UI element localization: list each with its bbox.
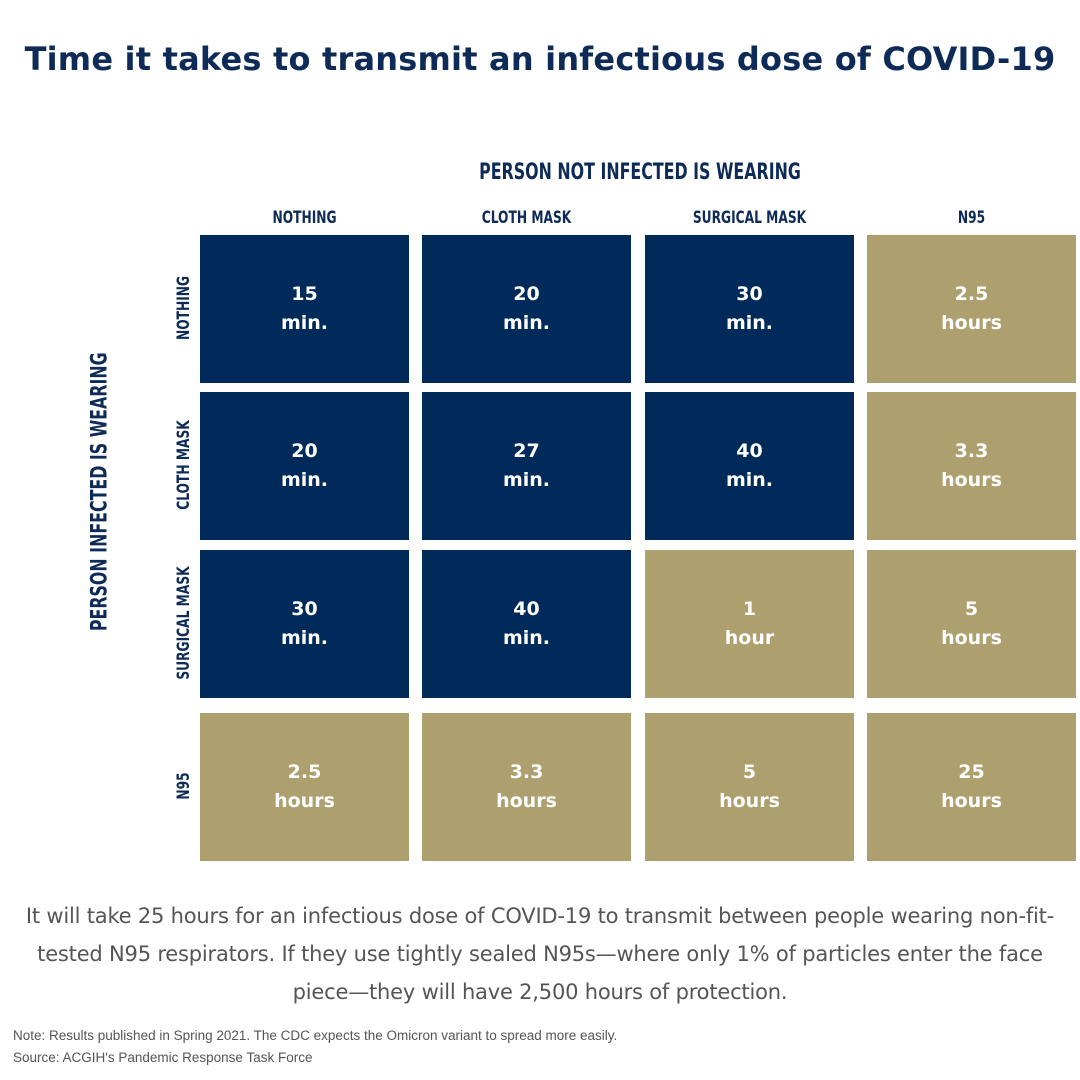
column-axis-label: PERSON NOT INFECTED IS WEARING — [479, 160, 801, 185]
row-label-nothing: NOTHING — [174, 275, 194, 341]
note-text: Note: Results published in Spring 2021. … — [13, 1028, 618, 1043]
cell-unit: min. — [280, 627, 329, 649]
column-label-cloth-mask: CLOTH MASK — [481, 208, 572, 228]
column-label-surgical-mask: SURGICAL MASK — [692, 208, 807, 228]
cell-unit: min. — [280, 312, 329, 334]
cell-value: 2.5 — [287, 761, 322, 783]
cell-unit: min. — [725, 469, 774, 491]
chart-title: Time it takes to transmit an infectious … — [24, 40, 1056, 78]
cell-unit: min. — [502, 312, 551, 334]
cell-value: 27 — [513, 440, 540, 462]
cell-unit: hours — [941, 469, 1002, 491]
cell-cloth-mask-surgical-mask: 40 min. — [645, 392, 854, 540]
row-label-cloth-mask: CLOTH MASK — [174, 420, 194, 510]
cell-n95-nothing: 2.5 hours — [200, 713, 409, 861]
column-label-n95: N95 — [957, 208, 986, 228]
column-label-nothing: NOTHING — [272, 208, 337, 228]
cell-nothing-cloth-mask: 20 min. — [422, 235, 631, 383]
cell-cloth-mask-cloth-mask: 27 min. — [422, 392, 631, 540]
cell-surgical-mask-surgical-mask: 1 hour — [645, 550, 854, 698]
cell-value: 30 — [736, 283, 763, 305]
cell-value: 30 — [291, 598, 318, 620]
cell-nothing-surgical-mask: 30 min. — [645, 235, 854, 383]
cell-cloth-mask-nothing: 20 min. — [200, 392, 409, 540]
cell-unit: hours — [274, 790, 335, 812]
cell-surgical-mask-n95: 5 hours — [867, 550, 1076, 698]
cell-nothing-nothing: 15 min. — [200, 235, 409, 383]
cell-n95-surgical-mask: 5 hours — [645, 713, 854, 861]
cell-unit: min. — [502, 469, 551, 491]
cell-value: 40 — [513, 598, 540, 620]
cell-value: 1 — [742, 598, 757, 620]
cell-surgical-mask-nothing: 30 min. — [200, 550, 409, 698]
cell-unit: hours — [941, 790, 1002, 812]
cell-value: 15 — [291, 283, 318, 305]
cell-value: 40 — [736, 440, 763, 462]
cell-value: 20 — [513, 283, 540, 305]
cell-n95-n95: 25 hours — [867, 713, 1076, 861]
cell-value: 25 — [958, 761, 985, 783]
cell-unit: min. — [502, 627, 551, 649]
cell-unit: min. — [725, 312, 774, 334]
cell-value: 5 — [964, 598, 979, 620]
description-text: It will take 25 hours for an infectious … — [25, 904, 1055, 1004]
source-text: Source: ACGIH's Pandemic Response Task F… — [13, 1050, 313, 1065]
cell-value: 3.3 — [509, 761, 544, 783]
row-label-surgical-mask: SURGICAL MASK — [174, 566, 194, 680]
row-label-n95: N95 — [174, 772, 194, 800]
cell-value: 3.3 — [954, 440, 989, 462]
cell-unit: min. — [280, 469, 329, 491]
cell-n95-cloth-mask: 3.3 hours — [422, 713, 631, 861]
cell-unit: hour — [724, 627, 775, 649]
cell-nothing-n95: 2.5 hours — [867, 235, 1076, 383]
cell-unit: hours — [941, 312, 1002, 334]
row-axis-label: PERSON INFECTED IS WEARING — [87, 352, 113, 632]
cell-surgical-mask-cloth-mask: 40 min. — [422, 550, 631, 698]
cell-value: 20 — [291, 440, 318, 462]
cell-value: 2.5 — [954, 283, 989, 305]
cell-unit: hours — [719, 790, 780, 812]
cell-cloth-mask-n95: 3.3 hours — [867, 392, 1076, 540]
cell-unit: hours — [941, 627, 1002, 649]
cell-unit: hours — [496, 790, 557, 812]
cell-value: 5 — [742, 761, 757, 783]
